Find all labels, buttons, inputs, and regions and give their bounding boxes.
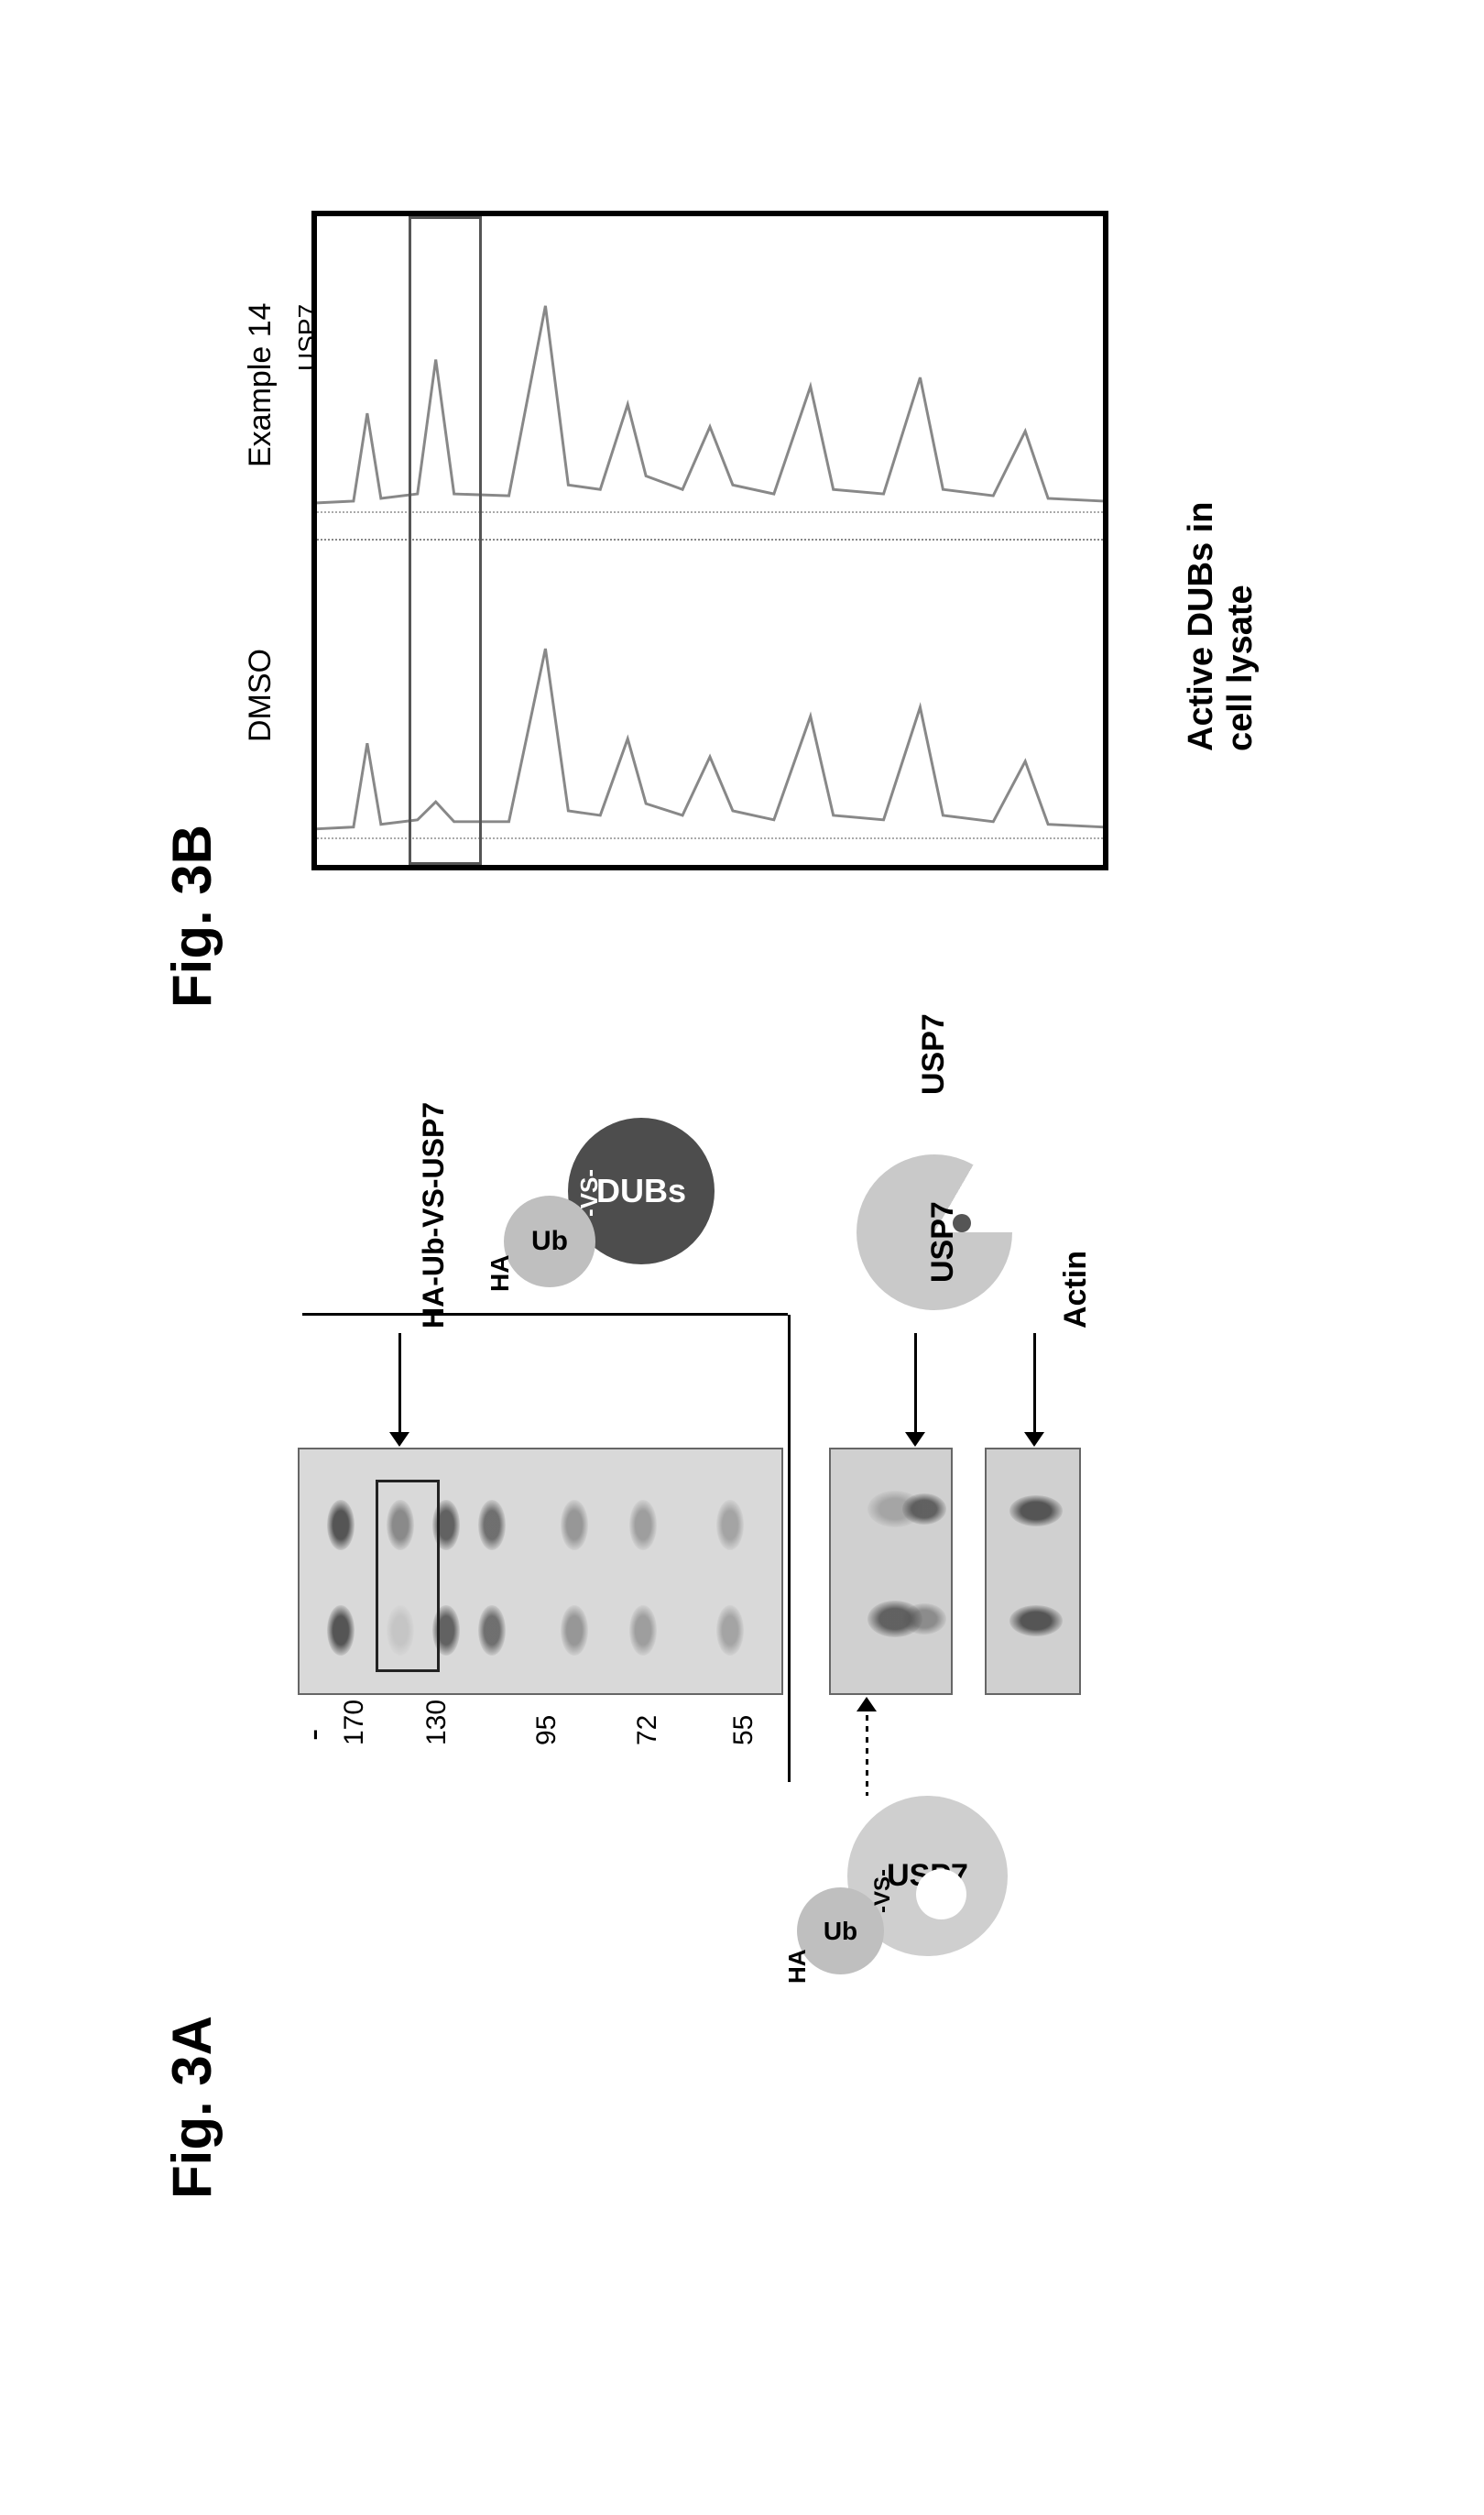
arrow-line-actin — [1033, 1333, 1036, 1438]
cartoon-usp7-bound: USP7 Ub -VS- HA — [765, 1796, 994, 2007]
vs-text: -VS- — [575, 1169, 604, 1217]
usp7-dens-box — [409, 216, 482, 865]
dens-xaxis-label: Active DUBs in cell lysate — [1182, 449, 1260, 751]
mw-label-170: 170 — [339, 1700, 370, 1745]
cartoon-dubs: DUBs Ub -VS- HA — [458, 1109, 696, 1301]
arrow-line-usp7free — [914, 1333, 917, 1438]
arrow-head-actin — [1024, 1432, 1044, 1447]
lane-dash-label: - — [293, 1729, 334, 1741]
cartoon-usp7-free: USP7 — [847, 1145, 1031, 1329]
gel-band — [716, 1500, 744, 1550]
usp7-free-text: USP7 — [925, 1201, 961, 1283]
gel-band — [478, 1605, 506, 1656]
actin-band-lane1 — [1009, 1495, 1063, 1526]
usp7-free-dot — [953, 1214, 971, 1232]
gel-band — [716, 1605, 744, 1656]
usp7-strip-label: USP7 — [916, 1013, 952, 1095]
arrow-head-usp7free — [905, 1432, 925, 1447]
gel-band — [629, 1500, 657, 1550]
arrow-line-usp7band — [398, 1333, 401, 1438]
dens-label-ex14: Example 14 — [243, 302, 278, 467]
gel-band — [561, 1500, 588, 1550]
mw-label-95: 95 — [531, 1715, 562, 1745]
dotted-arrow-line-bound — [866, 1704, 868, 1796]
gel-band — [327, 1605, 355, 1656]
arrow-head-usp7band — [389, 1432, 409, 1447]
ha-text: HA — [486, 1255, 515, 1292]
actin-label: Actin — [1058, 1251, 1094, 1329]
actin-band-lane2 — [1009, 1605, 1063, 1636]
vs-text-2: -VS- — [870, 1869, 896, 1913]
densitometry-panel — [311, 211, 1108, 870]
gel-band — [327, 1500, 355, 1550]
gel-bracket — [788, 1315, 791, 1782]
figure-canvas: Fig. 3A Fig. 3B - Example 14 HA-Ub-VS-US… — [0, 0, 1484, 2515]
usp7-band-free-lane1 — [902, 1493, 946, 1525]
usp7-dens-tag: USP7 — [293, 304, 322, 371]
mw-label-72: 72 — [632, 1715, 663, 1745]
mw-label-55: 55 — [728, 1715, 759, 1745]
ha-text-2: HA — [783, 1949, 812, 1984]
gel-band — [561, 1605, 588, 1656]
usp7-band-free-lane2 — [902, 1603, 946, 1635]
gel-ha-ub-vs — [298, 1448, 783, 1695]
gel-band — [478, 1500, 506, 1550]
fig3a-title: Fig. 3A — [160, 2016, 224, 2199]
dotted-arrow-head-bound — [857, 1697, 877, 1711]
dens-label-dmso: DMSO — [243, 649, 278, 742]
gel-actin — [985, 1448, 1081, 1695]
ha-ub-vs-usp7-label: HA-Ub-VS-USP7 — [417, 1102, 451, 1329]
usp7-mouth — [916, 1869, 966, 1919]
fig3b-title: Fig. 3B — [160, 825, 224, 1008]
gel-usp7 — [829, 1448, 953, 1695]
usp7-highlight-box — [376, 1480, 440, 1672]
mw-label-130: 130 — [421, 1700, 453, 1745]
gel-bracket-top — [302, 1313, 788, 1316]
gel-band — [629, 1605, 657, 1656]
